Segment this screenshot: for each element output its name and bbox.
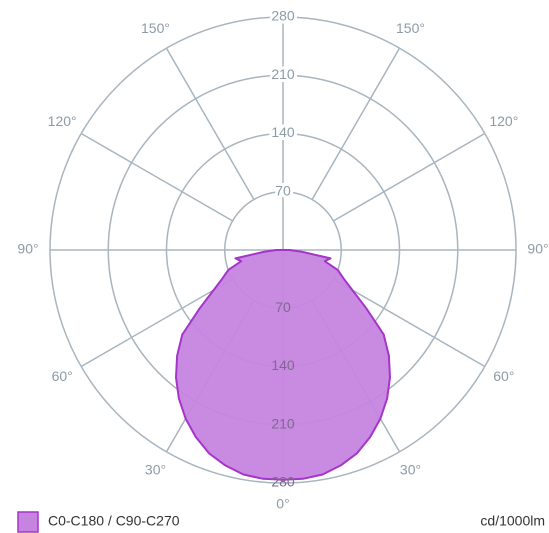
angle-label: 30° [400,462,421,478]
curve-line [282,249,391,481]
r-tick-label: 140 [271,124,295,140]
angle-label: 120° [48,113,77,129]
angle-label: 150° [396,20,425,36]
curve-fill [283,250,390,480]
legend-label: C0-C180 / C90-C270 [48,513,180,529]
angle-label: 120° [489,113,518,129]
r-tick-label: 210 [271,66,295,82]
r-tick-label: 70 [275,182,291,198]
r-tick-label: 280 [271,8,295,24]
grid-spoke [80,278,233,368]
grid-spoke [333,132,486,222]
angle-label: 150° [141,20,170,36]
legend-swatch [17,511,39,533]
angle-label: 90° [17,241,38,257]
unit-label: cd/1000lm [480,513,545,529]
curve-fill [176,250,283,480]
angle-label: 90° [527,241,548,257]
r-tick-label: 140 [271,357,295,373]
angle-label: 0° [276,496,289,512]
grid-spoke [80,132,233,222]
angle-label: 60° [52,368,73,384]
angle-label: 60° [493,368,514,384]
grid-spoke [311,47,401,200]
grid-spoke [333,278,486,368]
curve-line [175,249,284,481]
r-tick-label: 210 [271,415,295,431]
grid-spoke [165,47,255,200]
r-tick-label: 70 [275,299,291,315]
r-tick-label: 280 [271,474,295,490]
angle-label: 30° [145,462,166,478]
